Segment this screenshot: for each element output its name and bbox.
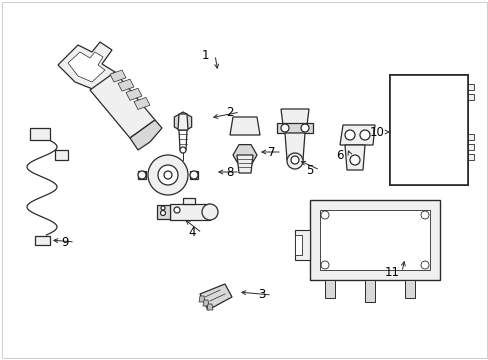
- Circle shape: [320, 211, 328, 219]
- Text: 6: 6: [336, 149, 343, 162]
- Text: 4: 4: [188, 226, 195, 239]
- Circle shape: [148, 155, 187, 195]
- Polygon shape: [467, 94, 473, 100]
- Circle shape: [290, 156, 298, 164]
- Text: 8: 8: [226, 166, 233, 179]
- Text: 7: 7: [268, 145, 275, 158]
- Polygon shape: [389, 75, 467, 185]
- Polygon shape: [178, 114, 187, 130]
- Polygon shape: [90, 72, 155, 138]
- Polygon shape: [138, 171, 146, 179]
- Circle shape: [286, 153, 303, 169]
- Circle shape: [301, 124, 308, 132]
- Polygon shape: [110, 70, 126, 82]
- Circle shape: [420, 261, 428, 269]
- Polygon shape: [206, 304, 213, 310]
- Circle shape: [420, 211, 428, 219]
- Polygon shape: [389, 75, 467, 185]
- Polygon shape: [276, 123, 312, 133]
- Circle shape: [161, 206, 164, 210]
- Circle shape: [160, 211, 165, 216]
- Polygon shape: [285, 133, 305, 160]
- Polygon shape: [199, 296, 204, 302]
- Polygon shape: [309, 200, 439, 280]
- Circle shape: [190, 171, 198, 179]
- Circle shape: [174, 207, 180, 213]
- Polygon shape: [179, 130, 186, 150]
- Polygon shape: [232, 145, 257, 165]
- Polygon shape: [325, 280, 334, 298]
- Polygon shape: [294, 235, 302, 255]
- Polygon shape: [68, 52, 105, 82]
- Circle shape: [281, 124, 288, 132]
- Polygon shape: [281, 109, 308, 125]
- Polygon shape: [401, 135, 455, 165]
- Polygon shape: [118, 79, 134, 91]
- Polygon shape: [130, 120, 162, 150]
- Polygon shape: [203, 300, 208, 306]
- Circle shape: [320, 261, 328, 269]
- Polygon shape: [174, 112, 191, 132]
- Circle shape: [138, 171, 146, 179]
- Polygon shape: [126, 88, 142, 100]
- Polygon shape: [319, 210, 429, 270]
- Polygon shape: [190, 171, 198, 179]
- Polygon shape: [364, 280, 374, 302]
- Circle shape: [202, 204, 218, 220]
- Polygon shape: [170, 204, 209, 220]
- Polygon shape: [345, 145, 364, 170]
- Text: 5: 5: [305, 163, 313, 176]
- Polygon shape: [30, 128, 50, 140]
- Polygon shape: [467, 144, 473, 150]
- Polygon shape: [467, 154, 473, 160]
- Polygon shape: [467, 84, 473, 90]
- Circle shape: [180, 147, 185, 153]
- Text: 9: 9: [61, 235, 69, 248]
- Text: 11: 11: [384, 266, 399, 279]
- Polygon shape: [35, 236, 50, 245]
- Circle shape: [456, 76, 466, 86]
- Circle shape: [345, 130, 354, 140]
- Text: 10: 10: [369, 126, 384, 139]
- Circle shape: [456, 174, 466, 184]
- Polygon shape: [404, 280, 414, 298]
- Circle shape: [390, 174, 400, 184]
- Polygon shape: [401, 87, 455, 105]
- Polygon shape: [183, 198, 195, 204]
- Polygon shape: [157, 205, 170, 219]
- Circle shape: [349, 155, 359, 165]
- Polygon shape: [237, 155, 252, 173]
- Polygon shape: [229, 117, 260, 135]
- Circle shape: [158, 165, 178, 185]
- Polygon shape: [134, 98, 150, 109]
- Circle shape: [359, 130, 369, 140]
- Polygon shape: [55, 150, 68, 160]
- Circle shape: [390, 76, 400, 86]
- Polygon shape: [467, 134, 473, 140]
- Text: 2: 2: [226, 105, 233, 118]
- Polygon shape: [58, 42, 115, 90]
- Circle shape: [163, 171, 172, 179]
- Polygon shape: [294, 230, 309, 260]
- Polygon shape: [339, 125, 374, 145]
- Polygon shape: [200, 284, 231, 310]
- Text: 1: 1: [201, 49, 208, 62]
- Text: 3: 3: [258, 288, 265, 302]
